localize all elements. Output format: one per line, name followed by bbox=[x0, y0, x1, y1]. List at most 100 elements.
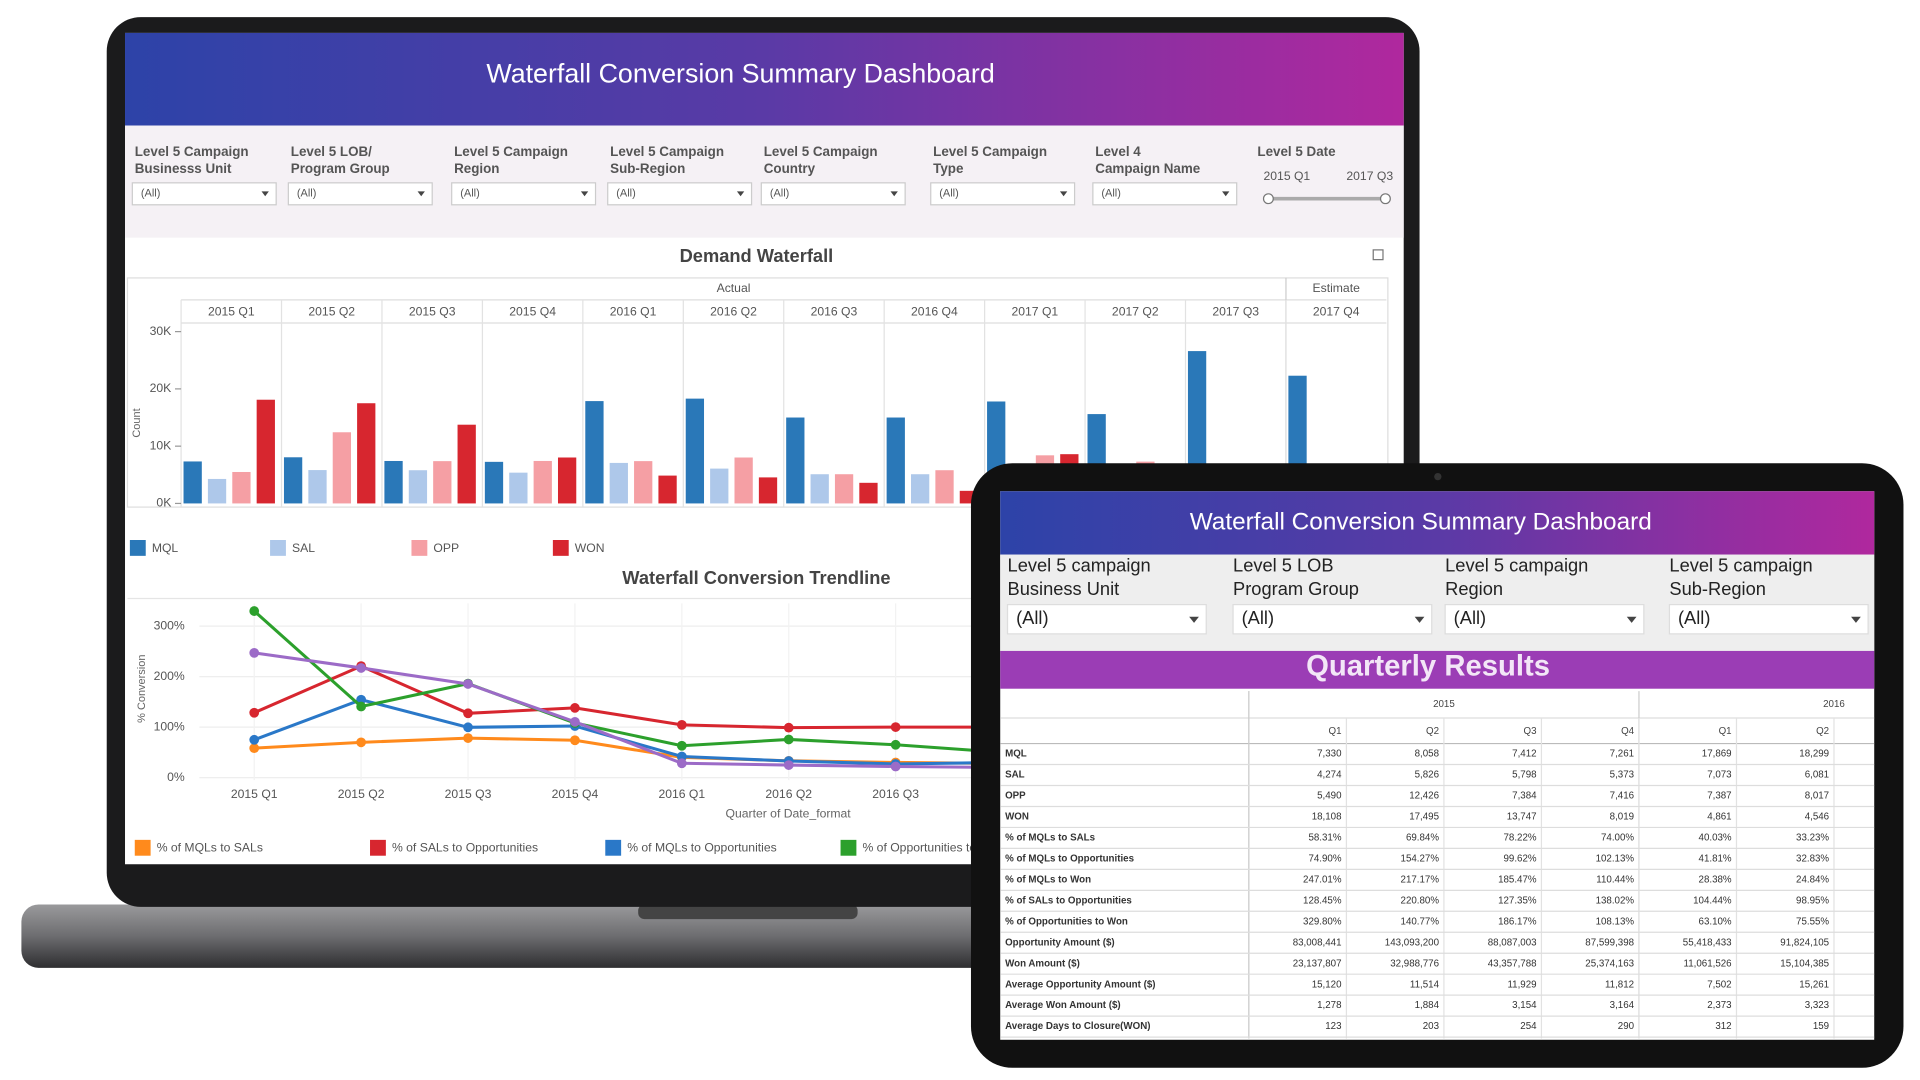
cell: 23,137,807 bbox=[1293, 958, 1342, 969]
point bbox=[783, 722, 794, 733]
y-tick-label: 300% bbox=[154, 618, 185, 632]
filter-dropdown[interactable] bbox=[451, 182, 597, 206]
point bbox=[463, 708, 473, 719]
series-line bbox=[253, 609, 1003, 754]
cell: 102.13% bbox=[1596, 853, 1635, 864]
x-tick-label: 2016 Q2 bbox=[710, 304, 757, 318]
point bbox=[570, 703, 580, 713]
bar bbox=[734, 457, 753, 504]
bar bbox=[256, 399, 275, 504]
cell: 87,599,398 bbox=[1585, 937, 1634, 948]
cell: 11,812 bbox=[1605, 979, 1634, 990]
cell: 3,323 bbox=[1805, 1000, 1829, 1011]
dropdown-arrow bbox=[1414, 616, 1425, 623]
legend-swatch bbox=[370, 839, 386, 856]
filter-value: (All) bbox=[1016, 607, 1048, 628]
point bbox=[570, 735, 580, 746]
filter-dropdown[interactable] bbox=[930, 182, 1076, 206]
cell: 7,330 bbox=[1317, 749, 1342, 760]
filter-label: Program Group bbox=[1233, 578, 1359, 599]
quarter-header: Q4 bbox=[1621, 726, 1635, 737]
filter-dropdown[interactable] bbox=[1444, 603, 1645, 635]
row-label: % of SALs to Opportunities bbox=[1005, 895, 1132, 906]
chart-title: Demand Waterfall bbox=[680, 245, 834, 266]
cell: 13,747 bbox=[1507, 812, 1537, 823]
date-slider-handle[interactable] bbox=[1262, 193, 1274, 205]
cell: 7,384 bbox=[1512, 791, 1537, 802]
cell: 4,274 bbox=[1317, 770, 1342, 781]
filter-value: (All) bbox=[939, 188, 958, 200]
tablet-banner bbox=[1000, 650, 1875, 689]
cell: 24.84% bbox=[1796, 874, 1829, 885]
legend-label: OPP bbox=[433, 541, 459, 555]
row-label: OPP bbox=[1005, 791, 1026, 802]
row-label: Average Opportunity Amount ($) bbox=[1005, 979, 1155, 990]
x-tick-label: 2015 Q2 bbox=[338, 787, 385, 801]
filter-dropdown[interactable] bbox=[1668, 603, 1869, 635]
bar bbox=[935, 470, 954, 504]
date-slider-handle[interactable] bbox=[1379, 193, 1391, 205]
quarter-header: Q3 bbox=[1524, 726, 1537, 737]
dropdown-arrow bbox=[417, 191, 425, 197]
series-line bbox=[253, 664, 1003, 730]
quarter-header: Q1 bbox=[1329, 726, 1342, 737]
x-tick-label: 2017 Q4 bbox=[1313, 304, 1360, 318]
cell: 5,490 bbox=[1317, 791, 1342, 802]
x-tick-label: 2017 Q2 bbox=[1112, 304, 1159, 318]
bar bbox=[283, 457, 303, 504]
y-tick-label: 10K bbox=[150, 438, 172, 452]
point bbox=[249, 707, 260, 718]
filter-dropdown[interactable] bbox=[131, 182, 277, 206]
filter-dropdown[interactable] bbox=[1006, 603, 1207, 635]
legend-label: % of MQLs to Opportunities bbox=[627, 841, 777, 855]
filter-label: Level 5 campaign bbox=[1669, 555, 1812, 576]
filter-label: Business Unit bbox=[1008, 578, 1120, 599]
dropdown-arrow bbox=[1851, 616, 1861, 623]
cell: 4,861 bbox=[1707, 812, 1731, 823]
legend-label: % of Opportunities to Won bbox=[862, 841, 1004, 855]
cell: 99.62% bbox=[1503, 853, 1536, 864]
filter-label: Campaign Name bbox=[1095, 161, 1200, 176]
point bbox=[463, 679, 473, 689]
row-label: % of MQLs to SALs bbox=[1005, 832, 1095, 843]
filter-dropdown[interactable] bbox=[1092, 182, 1238, 206]
point bbox=[249, 743, 260, 754]
filter-dropdown[interactable] bbox=[287, 182, 433, 206]
cell: 75.55% bbox=[1796, 916, 1829, 927]
cell: 5,373 bbox=[1610, 770, 1634, 781]
filter-label: Level 5 Campaign bbox=[764, 144, 878, 159]
bar bbox=[357, 403, 376, 504]
cell: 58.31% bbox=[1308, 832, 1341, 843]
filter-value: (All) bbox=[1242, 607, 1274, 628]
filter-value: (All) bbox=[1678, 607, 1710, 628]
filter-dropdown[interactable] bbox=[1232, 603, 1433, 635]
cell: 11,061,526 bbox=[1684, 958, 1732, 969]
bar bbox=[533, 460, 552, 504]
cell: 2,373 bbox=[1707, 1000, 1731, 1011]
cell: 32,988,776 bbox=[1390, 958, 1439, 969]
cell: 185.47% bbox=[1498, 874, 1537, 885]
row-label: % of MQLs to Opportunities bbox=[1005, 853, 1134, 864]
y-tick-label: 20K bbox=[150, 381, 172, 395]
filter-dropdown[interactable] bbox=[760, 182, 906, 206]
dropdown-arrow bbox=[261, 191, 269, 197]
quarter-header: Q2 bbox=[1816, 726, 1829, 737]
filter-label: Level 5 LOB/ bbox=[291, 144, 372, 159]
cell: 98.95% bbox=[1796, 895, 1829, 906]
x-tick-label: 2016 Q3 bbox=[811, 304, 858, 318]
bar bbox=[834, 474, 854, 504]
laptop-filter-bar bbox=[125, 125, 1404, 238]
bar bbox=[232, 471, 251, 504]
bar bbox=[710, 468, 729, 504]
filter-dropdown[interactable] bbox=[607, 182, 753, 206]
cell: 154.27% bbox=[1401, 853, 1440, 864]
bar bbox=[634, 461, 653, 504]
cell: 11,514 bbox=[1410, 979, 1440, 990]
cell: 32.83% bbox=[1796, 853, 1829, 864]
cell: 8,058 bbox=[1415, 749, 1439, 760]
x-tick-label: 2015 Q4 bbox=[509, 304, 556, 318]
filter-value: (All) bbox=[1454, 607, 1486, 628]
cell: 7,261 bbox=[1610, 749, 1634, 760]
cell: 159 bbox=[1813, 1021, 1829, 1032]
